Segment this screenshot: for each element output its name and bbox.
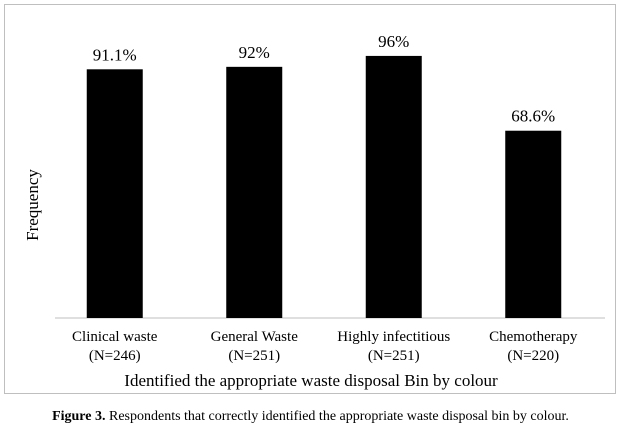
bar-4	[505, 130, 562, 318]
y-axis-label: Frequency	[13, 125, 53, 285]
data-label-2: 92%	[239, 43, 270, 62]
y-axis-label-text: Frequency	[23, 169, 42, 241]
bar-1	[86, 69, 143, 318]
x-axis-label: Identified the appropriate waste disposa…	[124, 371, 498, 390]
chart-area: 91.1% Clinical waste (N=246) 92% General Was…	[4, 4, 616, 394]
bar-3	[365, 55, 422, 319]
category-n-label-2: (N=251)	[228, 348, 280, 364]
bars-group: 91.1% Clinical waste (N=246) 92% General Was…	[72, 32, 578, 364]
category-n-label-4: (N=220)	[507, 348, 559, 364]
category-label-4: Chemotherapy	[489, 329, 578, 345]
figure-caption-text: Respondents that correctly identified th…	[105, 409, 569, 424]
category-label-1: Clinical waste	[72, 329, 158, 345]
category-n-label-1: (N=246)	[89, 348, 141, 364]
figure-caption: Figure 3. Respondents that correctly ide…	[0, 409, 621, 425]
figure-caption-label: Figure 3.	[52, 409, 106, 424]
bar-chart: 91.1% Clinical waste (N=246) 92% General Was…	[55, 32, 605, 364]
data-label-3: 96%	[378, 32, 409, 51]
category-n-label-3: (N=251)	[368, 348, 420, 364]
data-label-4: 68.6%	[511, 107, 555, 126]
category-label-2: General Waste	[211, 329, 299, 345]
bar-2	[226, 66, 283, 318]
category-label-3: Highly infectitious	[337, 329, 450, 345]
data-label-1: 91.1%	[93, 45, 137, 64]
